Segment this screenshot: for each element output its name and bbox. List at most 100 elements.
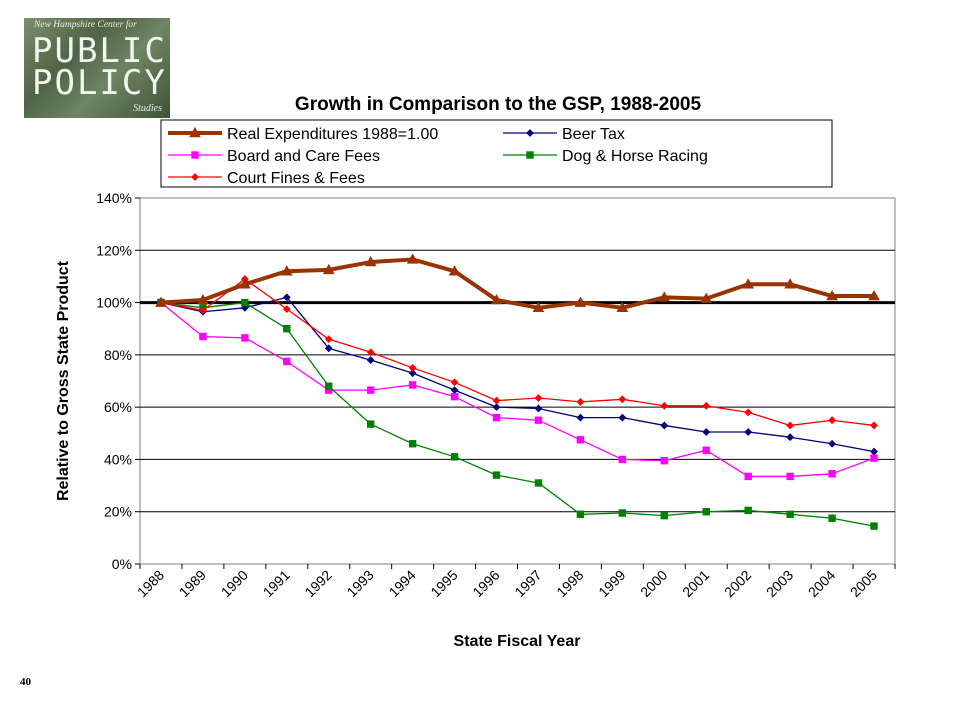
legend-label: Real Expenditures 1988=1.00 [227, 126, 438, 143]
data-point [492, 396, 501, 405]
data-point [826, 290, 838, 301]
data-point [576, 413, 585, 422]
data-point [828, 470, 836, 478]
series-line [160, 257, 875, 310]
data-point [870, 522, 878, 530]
data-point [534, 416, 543, 424]
data-point [828, 416, 836, 425]
legend-marker [526, 151, 534, 159]
series-line [160, 278, 875, 427]
data-point [786, 472, 794, 481]
data-point [618, 395, 627, 404]
data-point [870, 454, 878, 462]
series-line [160, 302, 875, 478]
data-point [744, 506, 752, 515]
data-point [408, 381, 417, 389]
legend-label: Board and Care Fees [227, 148, 380, 165]
logo-word-studies: Studies [133, 103, 162, 114]
data-point [325, 382, 333, 390]
legend-marker [189, 126, 201, 138]
data-point [199, 306, 207, 315]
data-point [616, 301, 629, 313]
data-point [241, 298, 249, 307]
logo-word-policy: POLICY [32, 63, 167, 103]
data-point [702, 446, 710, 454]
x-tick-label: 1994 [385, 567, 418, 600]
legend-label: Beer Tax [562, 126, 625, 143]
x-tick-label: 1993 [343, 567, 376, 600]
page-number: 40 [20, 676, 31, 688]
data-point [238, 278, 251, 289]
data-point [450, 453, 459, 461]
x-tick-label: 1991 [260, 567, 293, 600]
data-point [576, 510, 585, 519]
data-point [448, 265, 461, 276]
logo-tagline: New Hampshire Center for [34, 20, 137, 30]
y-tick-label: 100% [96, 295, 132, 311]
data-point [450, 392, 459, 401]
data-point [199, 332, 207, 341]
x-axis-title: State Fiscal Year [454, 633, 581, 650]
data-point [744, 428, 753, 436]
data-point [868, 290, 880, 301]
data-point [700, 292, 713, 303]
legend [160, 119, 833, 188]
data-point [490, 293, 503, 305]
data-point [408, 440, 417, 448]
logo-word-public: PUBLIC [32, 31, 167, 71]
data-point [282, 305, 291, 314]
data-point [241, 334, 249, 342]
legend-marker [191, 173, 199, 181]
data-point [786, 421, 795, 430]
y-tick-label: 0% [112, 556, 132, 572]
data-point [534, 404, 543, 413]
data-point [828, 439, 836, 448]
data-point [197, 293, 209, 305]
data-point [574, 296, 587, 307]
x-tick-label: 1992 [302, 567, 335, 600]
chart-title: Growth in Comparison to the GSP, 1988-20… [295, 94, 702, 115]
data-point [744, 408, 753, 417]
x-tick-label: 2000 [637, 567, 670, 600]
data-point [366, 348, 375, 357]
data-point [618, 455, 627, 464]
data-point [366, 356, 375, 364]
data-point [283, 357, 291, 366]
series-line [160, 296, 875, 453]
y-axis-title: Relative to Gross State Product [55, 260, 72, 501]
data-point [660, 457, 669, 465]
y-tick-label: 40% [104, 451, 132, 467]
data-point [870, 421, 878, 430]
data-point [406, 253, 419, 264]
data-point [364, 256, 377, 267]
data-point [658, 291, 671, 302]
data-point [366, 386, 375, 394]
data-point [742, 278, 755, 289]
x-tick-label: 2005 [847, 567, 880, 600]
y-tick-label: 60% [104, 399, 132, 415]
data-point [702, 401, 711, 410]
logo: New Hampshire Center for PUBLIC POLICY S… [24, 18, 170, 118]
data-point [870, 447, 878, 456]
data-point [283, 325, 291, 333]
series-line [160, 301, 875, 527]
data-point [784, 278, 797, 289]
x-tick-label: 1989 [176, 567, 209, 600]
data-point [450, 386, 459, 395]
data-point [408, 369, 417, 378]
data-point [534, 394, 543, 402]
data-point [618, 509, 627, 517]
data-point [282, 293, 291, 302]
x-tick-label: 2004 [805, 567, 838, 600]
data-point [324, 335, 333, 344]
data-point [576, 398, 585, 406]
data-point [702, 428, 711, 436]
data-point [324, 344, 333, 353]
data-point [532, 301, 545, 313]
data-point [534, 479, 543, 487]
x-tick-label: 2001 [679, 567, 712, 600]
legend-label: Dog & Horse Racing [562, 148, 708, 165]
x-tick-label: 1998 [553, 567, 586, 600]
data-point [322, 263, 335, 275]
